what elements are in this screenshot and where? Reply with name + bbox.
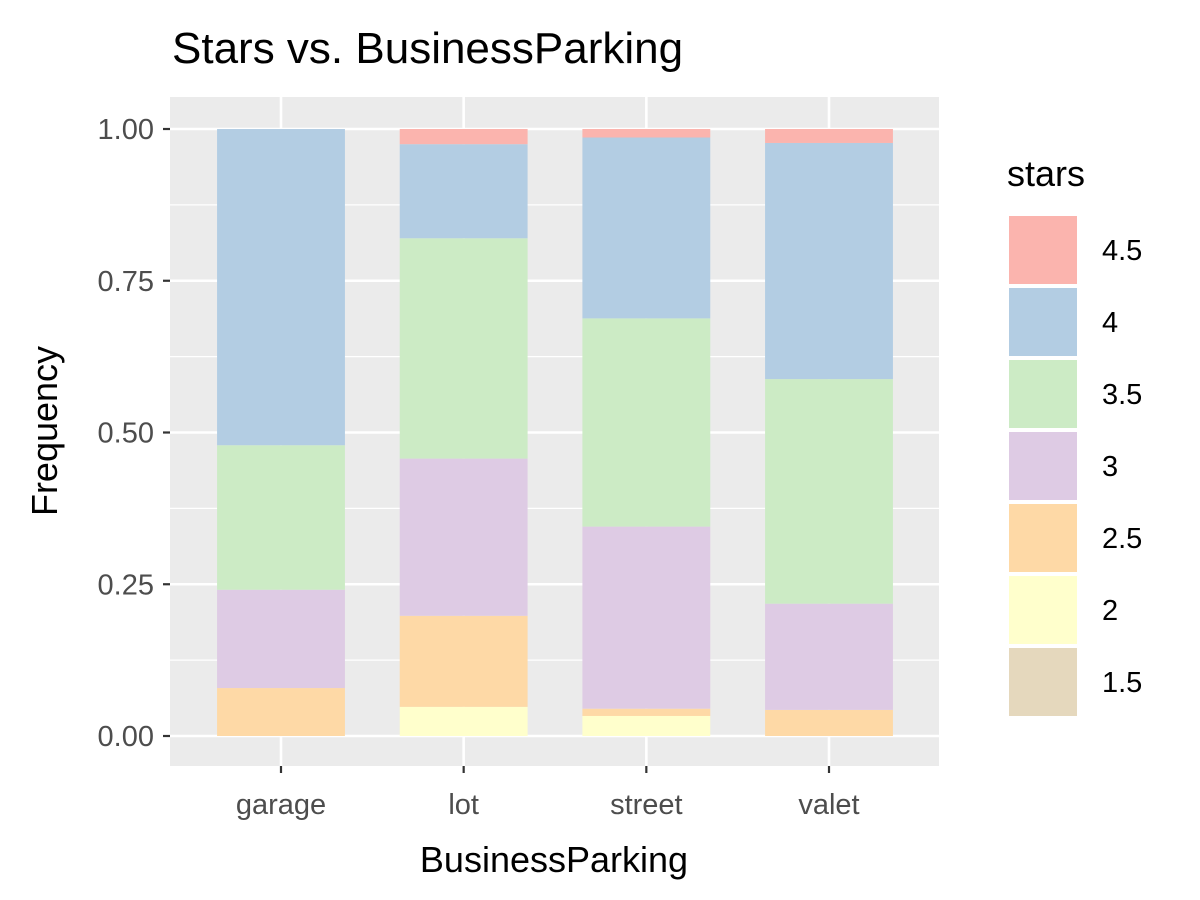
legend-label: 2 (1102, 595, 1118, 627)
y-axis-title: Frequency (24, 346, 65, 516)
legend-label: 1.5 (1102, 667, 1142, 699)
x-tick-label: valet (798, 789, 859, 821)
bar-segment (582, 137, 711, 319)
bar-segment (582, 715, 711, 736)
x-axis-title: BusinessParking (420, 839, 688, 880)
bar-segment (582, 526, 711, 709)
bar-segment (399, 615, 528, 707)
y-tick-label: 0.25 (98, 569, 154, 601)
bar-segment (582, 708, 711, 716)
legend-key (1007, 358, 1079, 430)
bar-segment (765, 603, 893, 710)
y-tick-label: 1.00 (98, 114, 154, 146)
legend-key (1007, 646, 1079, 718)
legend-label: 2.5 (1102, 523, 1142, 555)
legend-key (1007, 430, 1079, 502)
bar-segment (399, 129, 528, 145)
bar-segment (765, 379, 893, 604)
chart-title: Stars vs. BusinessParking (172, 24, 683, 73)
legend-label: 3 (1102, 451, 1118, 483)
y-tick-label: 0.00 (98, 721, 154, 753)
legend-label: 4 (1102, 307, 1118, 339)
legend-key (1007, 286, 1079, 358)
legend-key (1007, 214, 1079, 286)
y-tick-label: 0.75 (98, 266, 154, 298)
bars (217, 129, 893, 736)
bar-segment (217, 688, 345, 736)
bar-segment (399, 144, 528, 239)
legend-key (1007, 574, 1079, 646)
bar-segment (765, 129, 893, 143)
x-tick-label: garage (236, 789, 326, 821)
x-tick-label: street (610, 789, 683, 821)
bar-segment (582, 129, 711, 138)
bar-segment (765, 709, 893, 736)
legend-key (1007, 502, 1079, 574)
bar-segment (399, 458, 528, 616)
legend-label: 3.5 (1102, 379, 1142, 411)
legend: stars 4.5 4 3.5 3 2.5 2 1.5 (1007, 153, 1142, 718)
x-tick-label: lot (448, 789, 479, 821)
bar-segment (582, 318, 711, 527)
bar-segment (217, 129, 345, 446)
bar-segment (217, 589, 345, 689)
legend-title: stars (1007, 153, 1085, 194)
y-axis: 0.00 0.25 0.50 0.75 1.00 (98, 114, 170, 753)
bar-segment (399, 706, 528, 736)
bar-segment (217, 445, 345, 590)
y-tick-label: 0.50 (98, 418, 154, 450)
bar-segment (399, 238, 528, 459)
bar-segment (765, 142, 893, 380)
legend-label: 4.5 (1102, 235, 1142, 267)
x-axis: garage lot street valet (236, 766, 860, 821)
